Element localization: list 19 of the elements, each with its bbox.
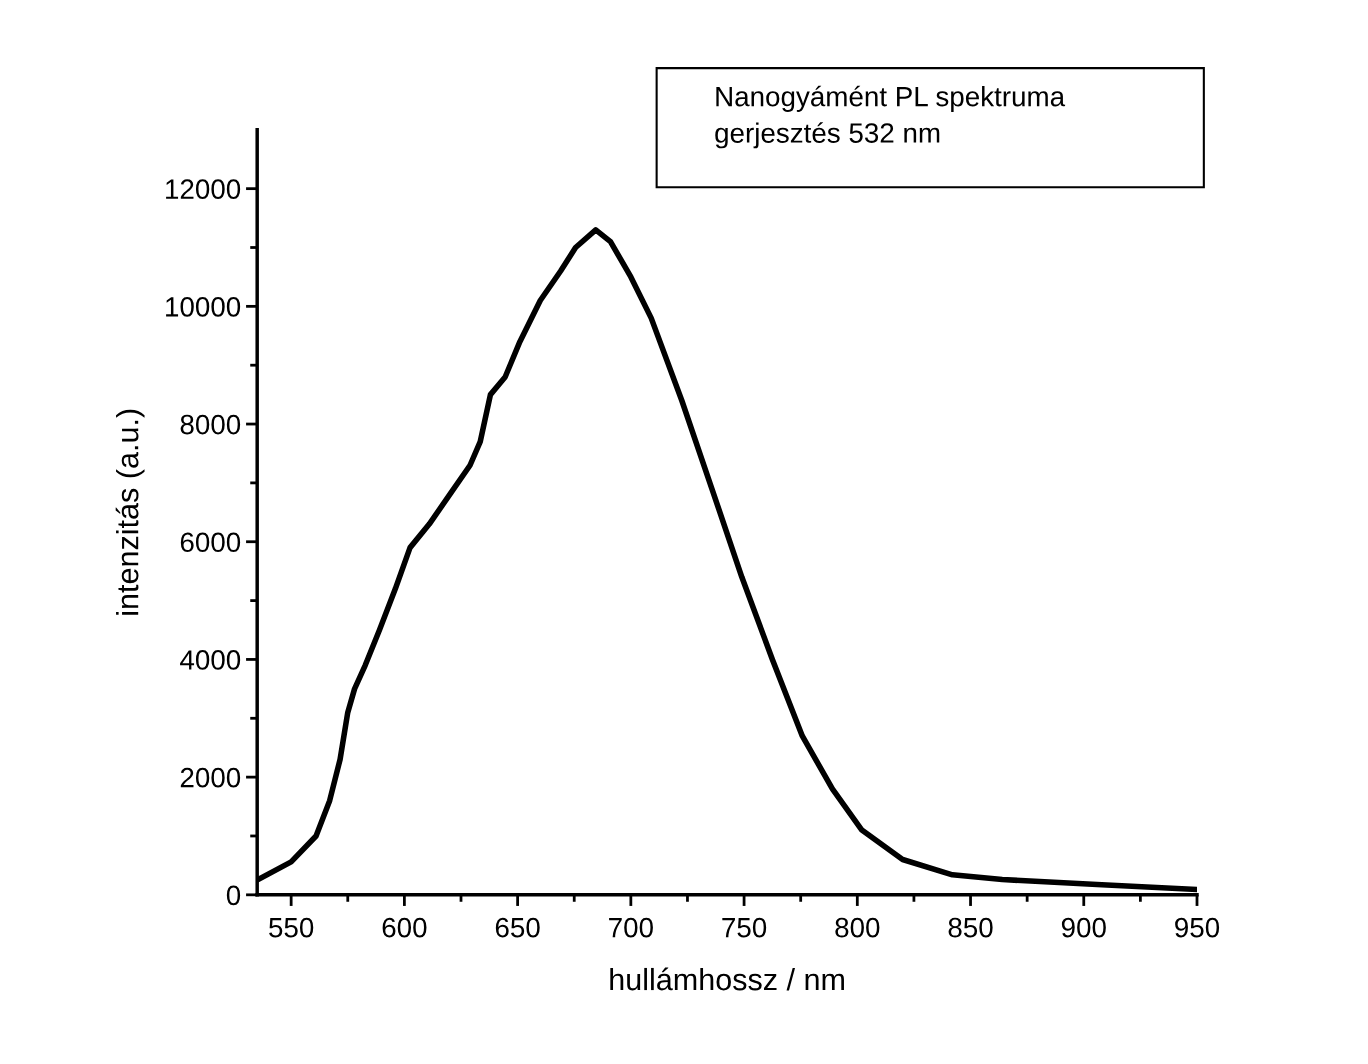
x-tick-label: 800 — [835, 917, 880, 938]
x-tick-label: 700 — [609, 917, 653, 938]
y-tick-label: 8000 — [180, 414, 241, 435]
x-axis-title: hullámhossz / nm — [610, 967, 844, 991]
x-tick-label: 600 — [382, 917, 427, 938]
y-tick-label: 0 — [226, 885, 241, 906]
x-tick-label: 550 — [269, 917, 314, 938]
x-tick-label: 750 — [722, 917, 767, 938]
x-tick-label: 850 — [948, 917, 993, 938]
y-tick-label: 4000 — [180, 650, 241, 670]
annotation: Nanogyámént PL spektruma gerjesztés 532 nm — [715, 85, 1066, 149]
y-tick-label: 2000 — [180, 767, 241, 788]
y-tick-label: 6000 — [180, 532, 241, 553]
y-axis-title: intenzitás (a.u.) — [115, 409, 145, 615]
x-tick-label: 950 — [1175, 917, 1220, 938]
y-tick-label: 12000 — [166, 179, 241, 199]
x-tick-label: 900 — [1061, 917, 1106, 938]
y-tick-label: 10000 — [166, 297, 241, 317]
x-tick-label: 650 — [495, 917, 540, 938]
